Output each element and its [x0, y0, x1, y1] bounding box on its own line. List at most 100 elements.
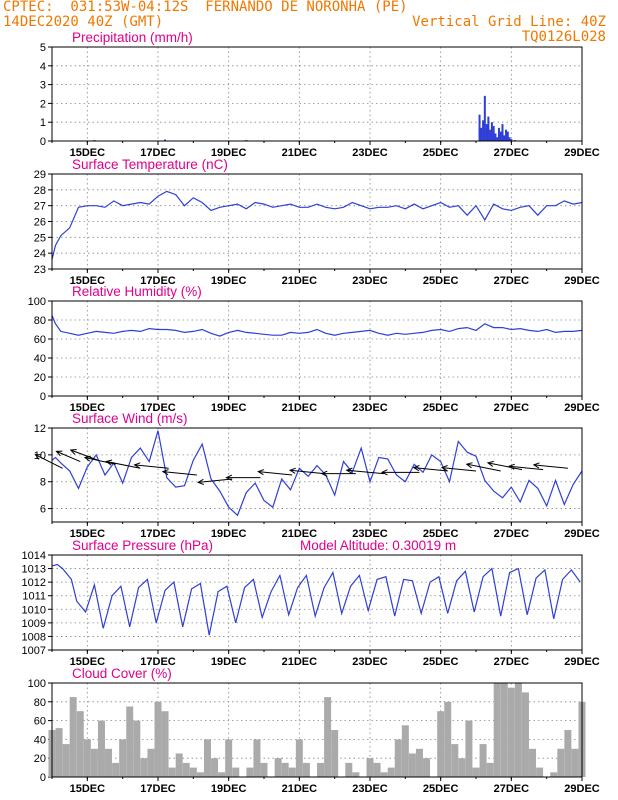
- panel-title: Precipitation (mm/h): [72, 30, 193, 45]
- x-tick-label: 17DEC: [140, 402, 176, 414]
- x-tick-label: 19DEC: [211, 783, 247, 795]
- wind-vector: [69, 448, 99, 461]
- bar: [571, 748, 579, 777]
- x-tick-label: 15DEC: [70, 147, 106, 159]
- bar: [423, 758, 431, 777]
- x-tick-label: 27DEC: [494, 528, 530, 540]
- x-tick-label: 19DEC: [211, 528, 247, 540]
- panel-6: 0 20 40 60 80 100 15DEC 17DEC 19DEC 21DEC 23DEC 25D…: [28, 666, 600, 795]
- y-tick-label: 100: [28, 678, 46, 690]
- x-tick-label: 21DEC: [282, 528, 318, 540]
- bar: [161, 711, 169, 777]
- wind-vector: [225, 474, 261, 481]
- y-tick-label: 1008: [22, 631, 46, 643]
- y-tick-label: 1014: [22, 550, 46, 562]
- bar: [225, 739, 233, 777]
- x-tick-label: 29DEC: [564, 528, 600, 540]
- bar: [492, 125, 495, 141]
- wind-vector-head: [225, 474, 233, 481]
- bar: [408, 753, 416, 777]
- y-tick-label: 23: [34, 264, 46, 276]
- bar: [253, 739, 261, 777]
- bar: [480, 127, 483, 141]
- x-tick-label: 17DEC: [140, 528, 176, 540]
- y-tick-label: 40: [34, 353, 46, 365]
- y-tick-label: 5: [40, 42, 46, 54]
- wind-vector-head: [465, 462, 473, 469]
- plot-frame: [51, 554, 583, 651]
- bar: [508, 137, 511, 141]
- bar: [497, 127, 500, 141]
- y-tick-label: 12: [34, 423, 46, 435]
- y-tick-label: 10: [34, 450, 46, 462]
- wind-vector-head: [197, 478, 205, 485]
- x-tick-label: 25DEC: [423, 147, 459, 159]
- x-tick-label: 23DEC: [352, 528, 388, 540]
- bar: [493, 683, 501, 777]
- panel-title: Relative Humidity (%): [72, 284, 202, 299]
- x-tick-label: 27DEC: [494, 402, 530, 414]
- bar: [510, 139, 513, 141]
- plot-frame: [51, 300, 583, 397]
- bar: [218, 772, 226, 777]
- bar: [401, 725, 409, 777]
- x-tick-label: 17DEC: [140, 275, 176, 287]
- y-tick-label: 2: [40, 98, 46, 110]
- bar: [486, 762, 494, 777]
- bar: [507, 687, 515, 777]
- x-tick-label: 23DEC: [352, 783, 388, 795]
- bar: [164, 139, 167, 141]
- bar: [62, 744, 70, 777]
- wind-vector: [320, 470, 356, 477]
- x-tick-label: 27DEC: [494, 656, 530, 668]
- wind-vector: [83, 455, 116, 465]
- x-tick-label: 25DEC: [423, 656, 459, 668]
- bar: [232, 767, 240, 777]
- wind-vector-head: [288, 467, 296, 474]
- panel-1: 0 1 2 3 4 5 15DEC 17DEC 19DEC 21DEC 23DEC 25DEC 27DE…: [40, 30, 600, 159]
- wind-vector: [465, 462, 501, 472]
- panel-2: 23 24 25 26 27 28 29 15DEC 17DEC 19DEC 21DEC 23DEC 2…: [34, 157, 600, 287]
- bar: [503, 135, 506, 141]
- bar: [373, 762, 381, 777]
- bar: [458, 758, 466, 777]
- bar: [69, 697, 77, 777]
- panel-annotation: Model Altitude: 0.30019 m: [300, 538, 456, 553]
- x-tick-label: 27DEC: [494, 783, 530, 795]
- bar: [557, 748, 565, 777]
- wind-vector-shaft: [509, 465, 544, 471]
- wind-vector: [161, 469, 197, 476]
- x-tick-label: 25DEC: [423, 528, 459, 540]
- bar: [499, 131, 502, 141]
- wind-vector: [345, 467, 385, 475]
- wind-vector: [257, 469, 293, 476]
- x-tick-label: 29DEC: [564, 275, 600, 287]
- y-tick-label: 1009: [22, 618, 46, 630]
- bar: [352, 772, 360, 777]
- bar: [126, 706, 134, 777]
- bar: [295, 739, 303, 777]
- bar: [324, 697, 332, 777]
- bar: [154, 701, 162, 777]
- wind-vector-shaft: [106, 460, 141, 469]
- x-tick-label: 15DEC: [70, 656, 106, 668]
- bar: [479, 744, 487, 777]
- x-tick-label: 19DEC: [211, 402, 247, 414]
- wind-vector-head: [55, 450, 63, 457]
- bar: [472, 767, 480, 777]
- x-tick-label: 27DEC: [494, 275, 530, 287]
- y-tick-label: 100: [28, 296, 46, 308]
- bar: [487, 116, 490, 141]
- wind-vector-shaft: [162, 471, 197, 476]
- bar: [55, 728, 63, 777]
- bar: [175, 753, 183, 777]
- series-line: [51, 190, 583, 260]
- bar: [76, 711, 84, 777]
- plot-frame: [51, 46, 583, 142]
- x-tick-label: 25DEC: [423, 275, 459, 287]
- y-tick-label: 29: [34, 169, 46, 181]
- bar: [496, 137, 499, 141]
- bar: [514, 683, 522, 777]
- y-tick-label: 1: [40, 117, 46, 129]
- wind-vector-head: [345, 467, 353, 474]
